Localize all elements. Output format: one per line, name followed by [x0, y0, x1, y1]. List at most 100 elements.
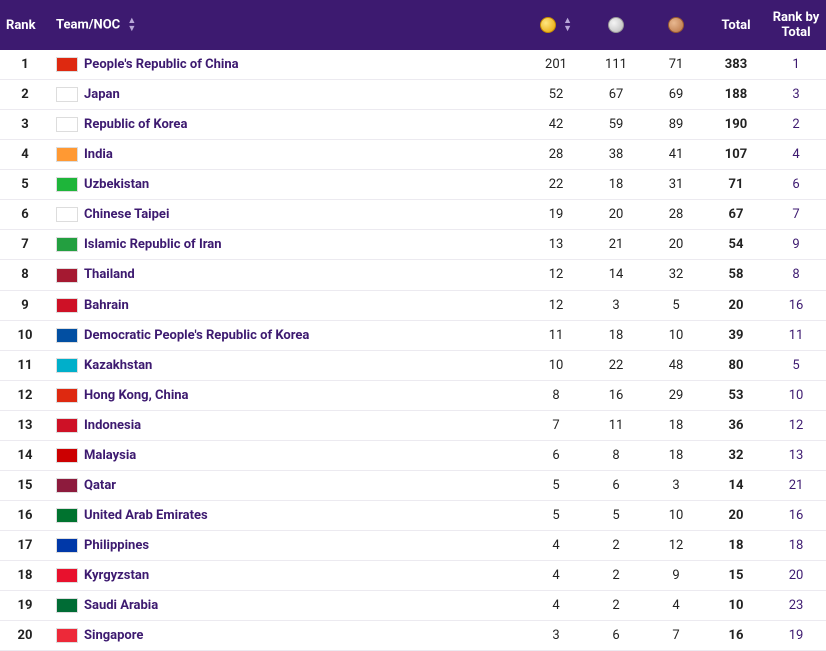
team-link[interactable]: People's Republic of China — [84, 57, 239, 72]
table-row: 3Republic of Korea4259891902 — [0, 110, 826, 140]
cell-team[interactable]: Democratic People's Republic of Korea — [50, 320, 526, 350]
header-team[interactable]: Team/NOC ▲▼ — [50, 0, 526, 50]
sort-icon[interactable]: ▲▼ — [127, 17, 136, 33]
cell-rank: 18 — [0, 561, 50, 591]
team-link[interactable]: Chinese Taipei — [84, 207, 169, 222]
cell-rank-by-total: 16 — [766, 500, 826, 530]
cell-gold: 22 — [526, 170, 586, 200]
team-link[interactable]: Singapore — [84, 628, 143, 643]
gold-medal-icon — [540, 17, 556, 33]
team-link[interactable]: Philippines — [84, 538, 149, 553]
sort-icon[interactable]: ▲▼ — [563, 17, 572, 33]
cell-rank-by-total: 7 — [766, 200, 826, 230]
cell-rank-by-total: 9 — [766, 230, 826, 260]
cell-rank: 15 — [0, 470, 50, 500]
header-gold[interactable]: ▲▼ — [526, 0, 586, 50]
cell-rank: 5 — [0, 170, 50, 200]
cell-gold: 13 — [526, 230, 586, 260]
cell-bronze: 7 — [646, 621, 706, 651]
cell-bronze: 4 — [646, 591, 706, 621]
cell-team[interactable]: Islamic Republic of Iran — [50, 230, 526, 260]
cell-silver: 6 — [586, 470, 646, 500]
cell-rank: 1 — [0, 50, 50, 80]
flag-icon — [56, 268, 78, 283]
cell-rank: 12 — [0, 380, 50, 410]
cell-team[interactable]: Kazakhstan — [50, 350, 526, 380]
cell-team[interactable]: United Arab Emirates — [50, 500, 526, 530]
cell-rank-by-total: 20 — [766, 561, 826, 591]
team-link[interactable]: Thailand — [84, 267, 135, 282]
flag-icon — [56, 207, 78, 222]
cell-total: 107 — [706, 140, 766, 170]
cell-rank: 16 — [0, 500, 50, 530]
cell-team[interactable]: India — [50, 140, 526, 170]
cell-rank: 2 — [0, 80, 50, 110]
header-team-label: Team/NOC — [56, 17, 120, 32]
team-link[interactable]: Malaysia — [84, 448, 136, 463]
cell-gold: 4 — [526, 591, 586, 621]
cell-silver: 3 — [586, 290, 646, 320]
team-link[interactable]: United Arab Emirates — [84, 508, 208, 523]
cell-total: 18 — [706, 531, 766, 561]
table-row: 13Indonesia711183612 — [0, 410, 826, 440]
cell-gold: 6 — [526, 440, 586, 470]
cell-bronze: 12 — [646, 531, 706, 561]
team-link[interactable]: Kazakhstan — [84, 358, 152, 373]
header-rank[interactable]: Rank — [0, 0, 50, 50]
team-link[interactable]: Indonesia — [84, 418, 141, 433]
cell-bronze: 10 — [646, 320, 706, 350]
cell-team[interactable]: Indonesia — [50, 410, 526, 440]
team-link[interactable]: Hong Kong, China — [84, 388, 189, 403]
cell-bronze: 41 — [646, 140, 706, 170]
cell-team[interactable]: Philippines — [50, 531, 526, 561]
team-link[interactable]: Bahrain — [84, 298, 129, 313]
cell-team[interactable]: Saudi Arabia — [50, 591, 526, 621]
team-link[interactable]: Democratic People's Republic of Korea — [84, 328, 309, 343]
cell-total: 190 — [706, 110, 766, 140]
cell-team[interactable]: Bahrain — [50, 290, 526, 320]
cell-team[interactable]: Malaysia — [50, 440, 526, 470]
team-link[interactable]: Kyrgyzstan — [84, 568, 149, 583]
table-row: 1People's Republic of China201111713831 — [0, 50, 826, 80]
cell-rank-by-total: 5 — [766, 350, 826, 380]
flag-icon — [56, 508, 78, 523]
table-row: 5Uzbekistan221831716 — [0, 170, 826, 200]
cell-rank-by-total: 6 — [766, 170, 826, 200]
header-total[interactable]: Total — [706, 0, 766, 50]
cell-team[interactable]: Kyrgyzstan — [50, 561, 526, 591]
header-bronze[interactable] — [646, 0, 706, 50]
cell-team[interactable]: Qatar — [50, 470, 526, 500]
cell-gold: 3 — [526, 621, 586, 651]
cell-team[interactable]: Japan — [50, 80, 526, 110]
cell-total: 54 — [706, 230, 766, 260]
cell-rank: 3 — [0, 110, 50, 140]
cell-team[interactable]: People's Republic of China — [50, 50, 526, 80]
cell-team[interactable]: Hong Kong, China — [50, 380, 526, 410]
cell-team[interactable]: Republic of Korea — [50, 110, 526, 140]
flag-icon — [56, 177, 78, 192]
cell-team[interactable]: Singapore — [50, 621, 526, 651]
cell-team[interactable]: Chinese Taipei — [50, 200, 526, 230]
header-rank-by-total[interactable]: Rank by Total — [766, 0, 826, 50]
header-silver[interactable] — [586, 0, 646, 50]
cell-silver: 8 — [586, 440, 646, 470]
table-body: 1People's Republic of China2011117138312… — [0, 50, 826, 651]
team-link[interactable]: India — [84, 147, 113, 162]
cell-team[interactable]: Thailand — [50, 260, 526, 290]
team-link[interactable]: Japan — [84, 87, 120, 102]
team-link[interactable]: Uzbekistan — [84, 177, 149, 192]
cell-rank: 7 — [0, 230, 50, 260]
team-link[interactable]: Republic of Korea — [84, 117, 187, 132]
team-link[interactable]: Qatar — [84, 478, 116, 493]
cell-total: 67 — [706, 200, 766, 230]
flag-icon — [56, 598, 78, 613]
cell-team[interactable]: Uzbekistan — [50, 170, 526, 200]
team-link[interactable]: Saudi Arabia — [84, 598, 158, 613]
cell-silver: 22 — [586, 350, 646, 380]
cell-silver: 67 — [586, 80, 646, 110]
cell-silver: 18 — [586, 170, 646, 200]
cell-rank-by-total: 1 — [766, 50, 826, 80]
team-link[interactable]: Islamic Republic of Iran — [84, 237, 222, 252]
cell-total: 71 — [706, 170, 766, 200]
table-header: Rank Team/NOC ▲▼ ▲▼ Total Rank by Total — [0, 0, 826, 50]
